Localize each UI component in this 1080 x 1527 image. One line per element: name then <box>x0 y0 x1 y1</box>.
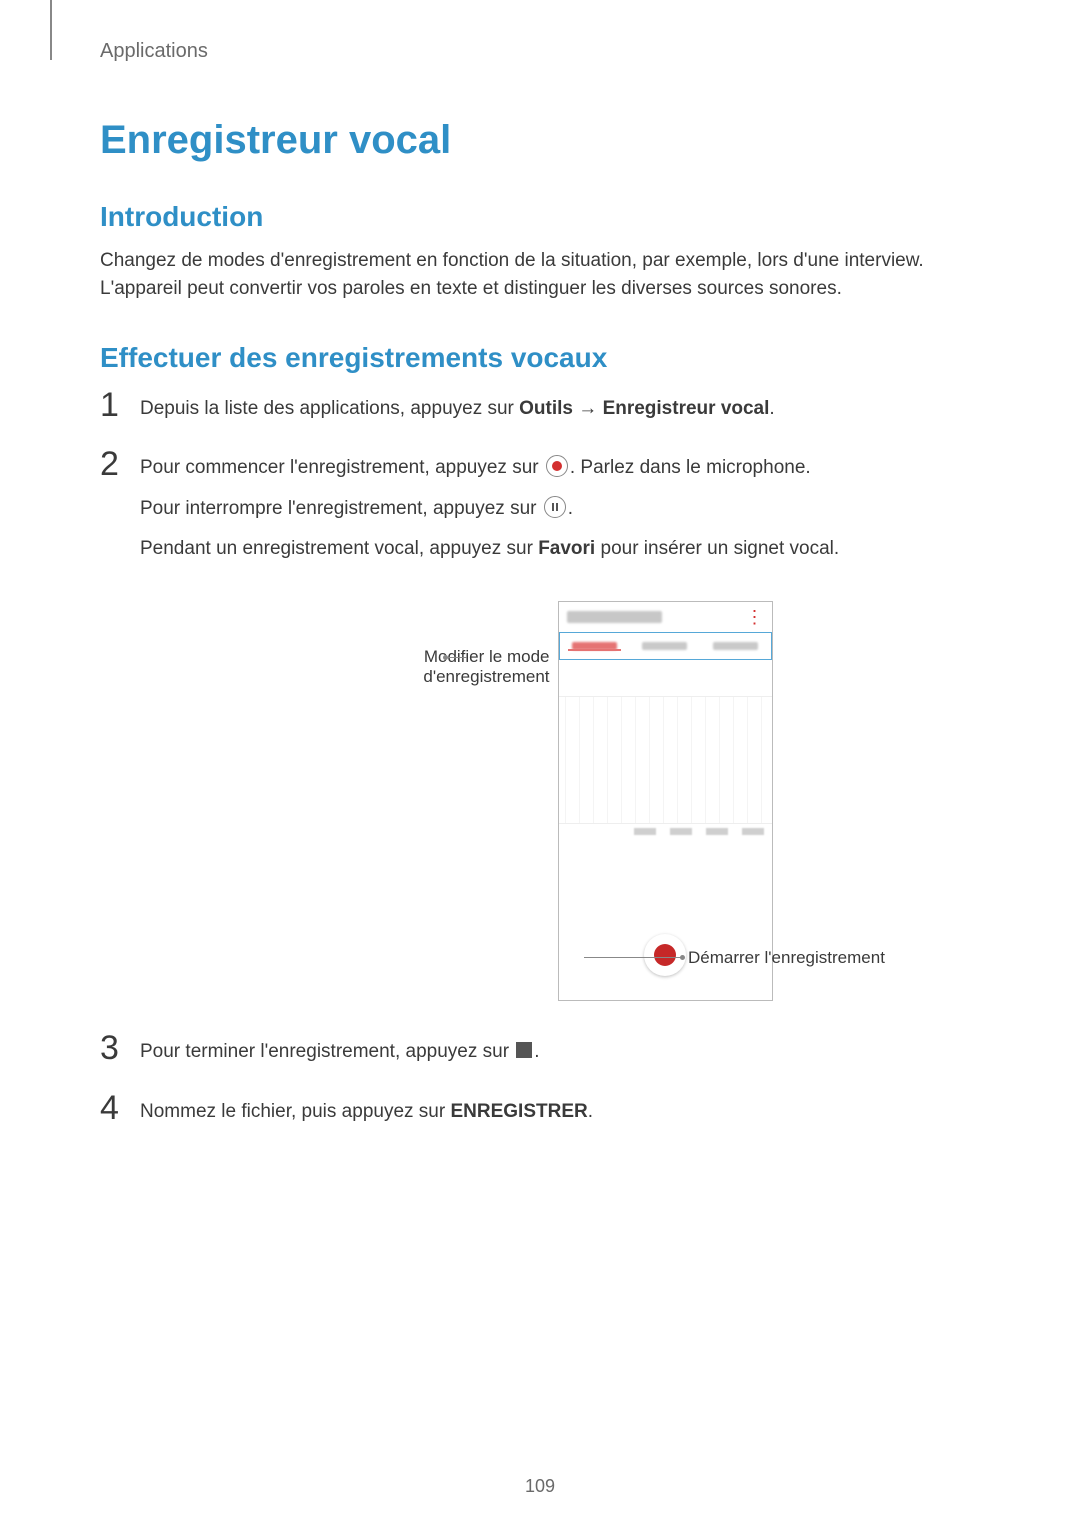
more-icon: ⋮ <box>746 608 764 626</box>
step-2: 2 Pour commencer l'enregistrement, appuy… <box>100 447 980 573</box>
text: Pour interrompre l'enregistrement, appuy… <box>140 498 542 519</box>
bold-text: Enregistreur vocal <box>603 398 770 419</box>
phone-header: ⋮ <box>559 602 772 632</box>
breadcrumb: Applications <box>100 40 980 63</box>
callout-left: Modifier le mode d'enregistrement <box>308 647 558 687</box>
diagram: Modifier le mode d'enregistrement ⋮ <box>100 601 980 1001</box>
page-corner-rule <box>50 0 52 60</box>
text: . Parlez dans le microphone. <box>570 457 811 478</box>
step-number: 1 <box>100 388 140 422</box>
bold-text: Outils <box>519 398 573 419</box>
text: . <box>568 498 573 519</box>
text: pour insérer un signet vocal. <box>595 538 839 559</box>
text: Pendant un enregistrement vocal, appuyez… <box>140 538 538 559</box>
tab-label-blurred <box>572 642 617 650</box>
bold-text: Favori <box>538 538 595 559</box>
step-1: 1 Depuis la liste des applications, appu… <box>100 388 980 433</box>
bold-text: ENREGISTRER <box>450 1101 587 1122</box>
step-body: Pour terminer l'enregistrement, appuyez … <box>140 1031 540 1076</box>
pause-icon <box>544 496 566 518</box>
phone-screenshot: ⋮ <box>558 601 773 1001</box>
tab-label-blurred <box>642 642 687 650</box>
text: → <box>573 398 603 419</box>
step-4: 4 Nommez le fichier, puis appuyez sur EN… <box>100 1091 980 1136</box>
section-heading-introduction: Introduction <box>100 201 980 233</box>
text: Depuis la liste des applications, appuye… <box>140 398 519 419</box>
callout-line <box>584 957 682 958</box>
step-number: 2 <box>100 447 140 481</box>
intro-body: Changez de modes d'enregistrement en fon… <box>100 247 980 302</box>
stop-icon <box>516 1042 532 1058</box>
page-number: 109 <box>525 1476 555 1497</box>
step-body: Depuis la liste des applications, appuye… <box>140 388 775 433</box>
step-body: Nommez le fichier, puis appuyez sur ENRE… <box>140 1091 593 1136</box>
callout-right: Démarrer l'enregistrement <box>688 948 885 968</box>
tab-interview[interactable] <box>630 642 700 650</box>
step-body: Pour commencer l'enregistrement, appuyez… <box>140 447 839 573</box>
section-heading-howto: Effectuer des enregistrements vocaux <box>100 342 980 374</box>
tab-voice-memo[interactable] <box>700 642 770 650</box>
time-mark <box>706 828 728 835</box>
step-number: 3 <box>100 1031 140 1065</box>
step-3: 3 Pour terminer l'enregistrement, appuye… <box>100 1031 980 1076</box>
mode-tabs <box>559 632 772 660</box>
time-mark <box>634 828 656 835</box>
waveform-area <box>559 696 772 824</box>
time-mark <box>670 828 692 835</box>
callout-line <box>445 657 467 658</box>
text: Pour terminer l'enregistrement, appuyez … <box>140 1041 514 1062</box>
text: Nommez le fichier, puis appuyez sur <box>140 1101 450 1122</box>
step-number: 4 <box>100 1091 140 1125</box>
app-title-blurred <box>567 611 662 623</box>
time-mark <box>742 828 764 835</box>
record-icon <box>546 455 568 477</box>
text: Pour commencer l'enregistrement, appuyez… <box>140 457 544 478</box>
tab-label-blurred <box>713 642 758 650</box>
page-title: Enregistreur vocal <box>100 118 980 163</box>
text: . <box>534 1041 539 1062</box>
text: . <box>588 1101 593 1122</box>
tab-standard[interactable] <box>560 642 630 650</box>
time-marks <box>559 824 772 835</box>
text: . <box>769 398 774 419</box>
